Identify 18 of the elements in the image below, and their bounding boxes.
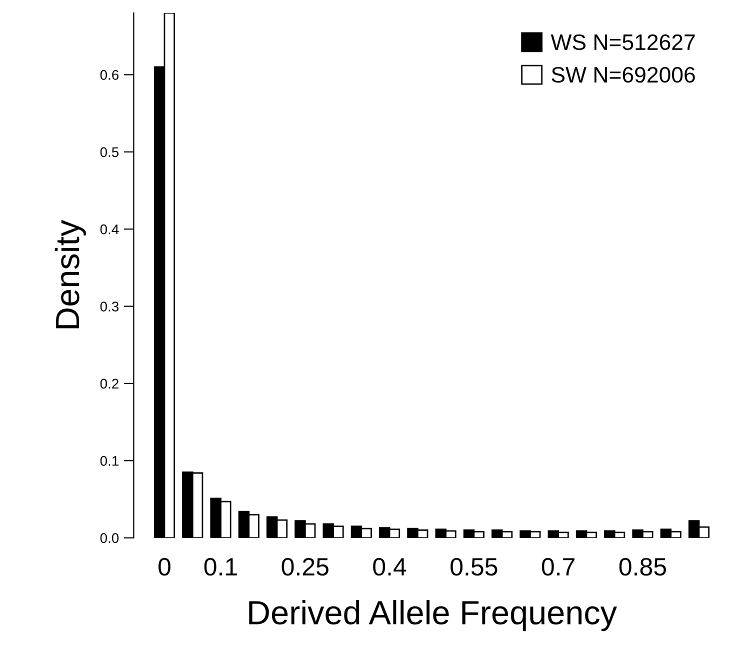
legend-label: WS N=512627 [550,34,695,50]
y-tick-label: 0.3 [100,302,119,312]
x-tick-label: 0.1 [204,558,237,576]
y-tick-label: 0.0 [100,533,119,544]
x-tick-label: 0 [158,558,170,576]
y-axis-title: Density [54,220,86,328]
x-tick-label: 0.4 [373,558,406,576]
y-tick-label: 0.4 [100,224,119,234]
x-tick-label: 0.7 [542,558,574,576]
y-tick-label: 0.1 [100,456,118,466]
y-tick-label: 0.2 [100,378,118,389]
x-tick-label: 0.55 [450,558,498,576]
x-tick-label: 0.85 [619,558,666,576]
legend-label: SW N=692006 [552,66,695,83]
x-tick-label: 0.25 [282,558,328,576]
y-tick-label: 0.5 [100,147,119,158]
y-tick-label: 0.6 [100,70,119,80]
x-axis-title: Derived Allele Frequency [249,600,617,632]
